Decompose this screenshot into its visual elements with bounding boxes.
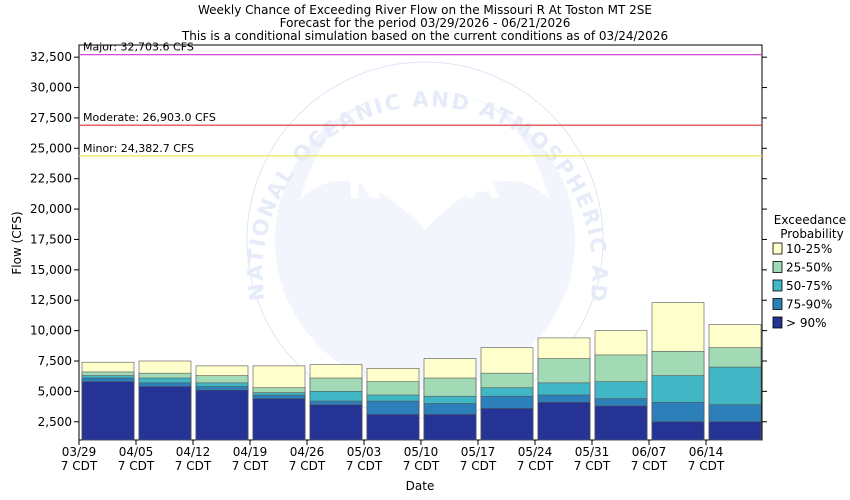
bar-90-06-14 <box>708 421 762 441</box>
plot-area: NOAA NATIONAL OCEANIC AND ATMOSPHERIC AD… <box>0 0 763 441</box>
legend-swatch <box>772 298 783 310</box>
bar-90-04-12 <box>195 389 249 441</box>
legend-swatch <box>772 242 783 255</box>
bar-90-05-10 <box>423 414 477 441</box>
x-tick-label-time: 7 CDT <box>631 459 668 473</box>
x-tick-label-date: 04/12 <box>176 445 211 459</box>
x-tick-label-time: 7 CDT <box>232 459 269 473</box>
x-tick-label-date: 04/26 <box>290 445 325 459</box>
y-tick-label: 27,500 <box>30 111 72 125</box>
bar-90-04-05 <box>138 386 192 441</box>
plot-background <box>78 44 763 441</box>
y-tick-label: 32,500 <box>30 50 72 64</box>
y-tick-label: 10,000 <box>30 324 72 338</box>
reference-line-label-1: Moderate: 26,903.0 CFS <box>83 111 216 124</box>
x-tick-label-date: 06/07 <box>632 445 667 459</box>
x-tick-label-time: 7 CDT <box>403 459 440 473</box>
x-tick-label-date: 04/19 <box>233 445 268 459</box>
x-tick-label-time: 7 CDT <box>289 459 326 473</box>
x-tick-label-date: 05/17 <box>461 445 496 459</box>
y-axis: 2,500 5,000 7,500 10,000 12,500 15,000 17,500 2… <box>30 50 767 429</box>
x-tick-label-time: 7 CDT <box>574 459 611 473</box>
svg-text:NOAA: NOAA <box>346 158 503 209</box>
x-tick-label-date: 05/03 <box>347 445 382 459</box>
legend: Exceedance Probability 10-25% 25-50% 50-75… <box>772 213 846 330</box>
x-tick-label-date: 06/14 <box>689 445 724 459</box>
legend-swatch <box>772 279 783 292</box>
x-tick-label-date: 05/31 <box>575 445 610 459</box>
y-tick-label: 7,500 <box>38 354 72 368</box>
x-tick-label-time: 7 CDT <box>346 459 383 473</box>
x-tick-label-date: 05/24 <box>518 445 553 459</box>
x-tick-label-time: 7 CDT <box>688 459 725 473</box>
bar-90-04-26 <box>309 404 363 441</box>
x-tick-label-date: 04/05 <box>119 445 154 459</box>
legend-swatch <box>772 261 783 273</box>
bar-90-05-24 <box>537 402 591 441</box>
x-tick-label-time: 7 CDT <box>517 459 554 473</box>
x-tick-label-time: 7 CDT <box>175 459 212 473</box>
y-tick-label: 5,000 <box>38 384 72 398</box>
bars <box>81 302 762 441</box>
y-tick-label: 30,000 <box>30 81 72 95</box>
reference-lines: Major: 32,703.6 CFS Moderate: 26,903.0 CF… <box>79 41 762 157</box>
y-tick-label: 20,000 <box>30 202 72 216</box>
x-tick-label-time: 7 CDT <box>460 459 497 473</box>
x-tick-label-time: 7 CDT <box>118 459 155 473</box>
y-axis-title: Flow (CFS) <box>10 211 24 274</box>
legend-label: 50-75% <box>786 279 832 293</box>
legend-title-line-2: Probability <box>780 227 843 241</box>
chart-subtitle-1: Forecast for the period 03/29/2026 - 06/… <box>280 16 571 30</box>
bar-90-05-31 <box>594 405 648 441</box>
y-tick-label: 12,500 <box>30 293 72 307</box>
y-tick-label: 15,000 <box>30 263 72 277</box>
bar-90-05-17 <box>480 408 534 441</box>
x-tick-label-time: 7 CDT <box>61 459 98 473</box>
legend-title-line-1: Exceedance <box>774 213 846 227</box>
reference-line-label-0: Major: 32,703.6 CFS <box>83 41 194 54</box>
reference-line-label-2: Minor: 24,382.7 CFS <box>83 142 194 155</box>
chart-title: Weekly Chance of Exceeding River Flow on… <box>198 3 652 17</box>
legend-label: 10-25% <box>786 242 832 256</box>
x-axis-title: Date <box>406 479 435 493</box>
bar-90-05-03 <box>366 414 420 441</box>
y-tick-label: 22,500 <box>30 172 72 186</box>
bar-90-04-19 <box>252 398 306 441</box>
bar-90-03-29 <box>81 381 135 441</box>
legend-label: 75-90% <box>786 298 832 312</box>
y-tick-label: 25,000 <box>30 141 72 155</box>
chart-subtitle-2: This is a conditional simulation based o… <box>181 29 668 43</box>
x-tick-label-date: 05/10 <box>404 445 439 459</box>
y-tick-label: 17,500 <box>30 232 72 246</box>
legend-label: 25-50% <box>786 261 832 275</box>
y-tick-label: 2,500 <box>38 415 72 429</box>
bar-90-06-07 <box>651 421 705 441</box>
legend-swatch <box>772 316 783 329</box>
legend-label: > 90% <box>786 316 827 330</box>
x-tick-label-date: 03/29 <box>62 445 97 459</box>
